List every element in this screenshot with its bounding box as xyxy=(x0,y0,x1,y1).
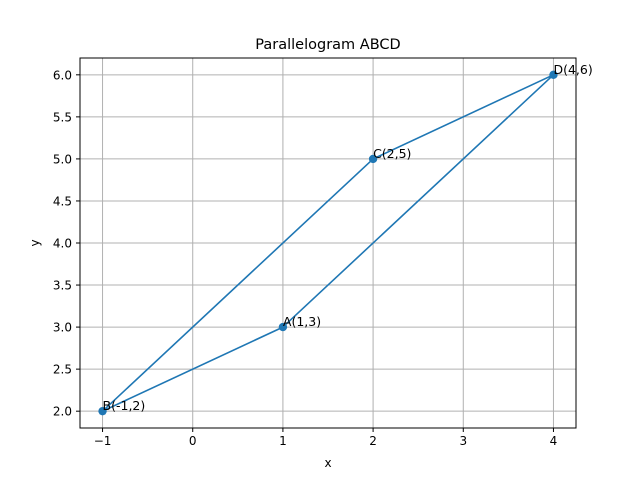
y-tick-label: 3.5 xyxy=(53,279,72,293)
y-tick-label: 2.5 xyxy=(53,363,72,377)
x-tick-label: 2 xyxy=(369,434,377,448)
y-tick-label: 5.0 xyxy=(53,152,72,166)
vertex-marker xyxy=(549,70,558,80)
vertex-label: B(-1,2) xyxy=(103,398,146,413)
vertex-label: D(4,6) xyxy=(553,62,592,77)
y-tick-label: 6.0 xyxy=(53,68,72,82)
x-tick-label: 1 xyxy=(279,434,287,448)
x-tick-label: 4 xyxy=(550,434,558,448)
y-tick-label: 4.5 xyxy=(53,194,72,208)
y-axis-label: y xyxy=(28,239,42,246)
x-tick-label: 3 xyxy=(459,434,467,448)
vertex-label: C(2,5) xyxy=(373,146,411,161)
vertex-marker xyxy=(98,406,107,416)
tick-layer: −1 0 1 2 3 4 2.0 2.5 3.0 3.5 4.0 4.5 5.0 5.5 6.0 xyxy=(53,68,557,448)
x-tick-label: −1 xyxy=(94,434,112,448)
x-axis-label: x xyxy=(324,456,331,470)
y-tick-label: 3.0 xyxy=(53,321,72,335)
series-layer: A(1,3) B(-1,2) C(2,5) D(4,6) xyxy=(98,62,593,416)
y-tick-label: 4.0 xyxy=(53,237,72,251)
x-tick-label: 0 xyxy=(189,434,197,448)
y-tick-label: 2.0 xyxy=(53,405,72,419)
vertex-label: A(1,3) xyxy=(283,314,321,329)
grid-layer xyxy=(80,58,576,428)
y-tick-label: 5.5 xyxy=(53,110,72,124)
vertex-marker xyxy=(368,154,378,164)
chart-title: Parallelogram ABCD xyxy=(255,37,400,53)
vertex-marker xyxy=(278,322,288,332)
